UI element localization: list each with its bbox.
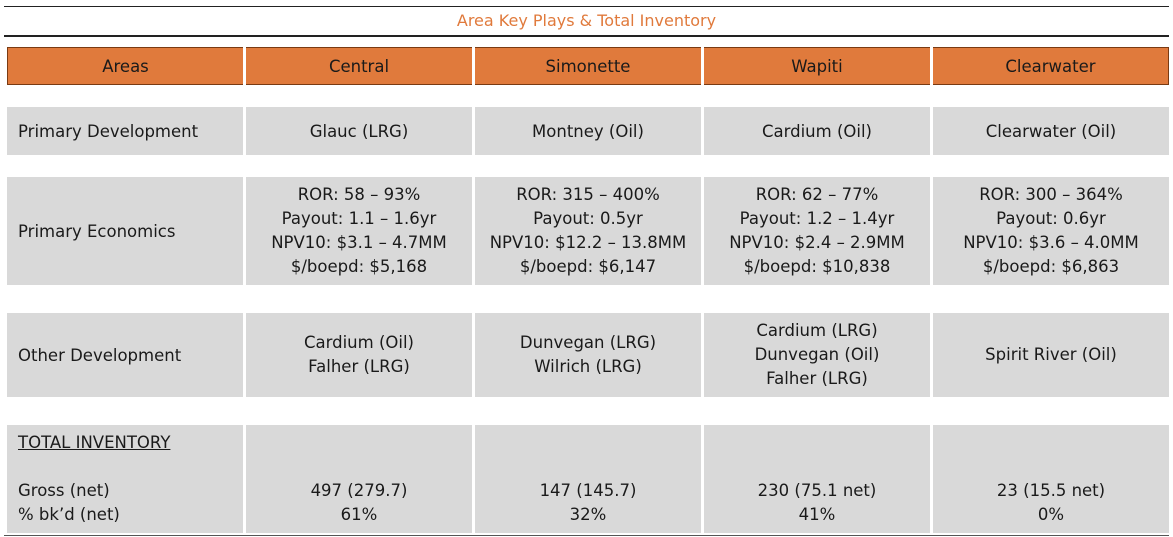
bkd-value: 61% bbox=[340, 505, 378, 524]
play-name: Wilrich (LRG) bbox=[534, 357, 642, 376]
gross-value: 497 (279.7) bbox=[310, 481, 408, 500]
row-label: TOTAL INVENTORY Gross (net) % bk’d (net) bbox=[7, 425, 243, 533]
payout-value: Payout: 0.5yr bbox=[533, 209, 643, 228]
boepd-value: $/boepd: $5,168 bbox=[290, 257, 428, 276]
total-inventory-heading: TOTAL INVENTORY bbox=[18, 433, 171, 452]
header-central: Central bbox=[246, 47, 472, 85]
ror-value: ROR: 300 – 364% bbox=[979, 185, 1123, 204]
boepd-value: $/boepd: $6,863 bbox=[982, 257, 1120, 276]
npv10-value: NPV10: $2.4 – 2.9MM bbox=[729, 233, 905, 252]
table-cell: Cardium (LRG) Dunvegan (Oil) Falher (LRG… bbox=[704, 313, 930, 397]
payout-value: Payout: 0.6yr bbox=[996, 209, 1106, 228]
table-cell: Clearwater (Oil) bbox=[933, 107, 1169, 155]
table-cell: Cardium (Oil) bbox=[704, 107, 930, 155]
table-cell: ROR: 300 – 364% Payout: 0.6yr NPV10: $3.… bbox=[933, 177, 1169, 285]
table-cell: ROR: 58 – 93% Payout: 1.1 – 1.6yr NPV10:… bbox=[246, 177, 472, 285]
gross-label: Gross (net) bbox=[18, 481, 110, 500]
ror-value: ROR: 62 – 77% bbox=[755, 185, 879, 204]
row-label: Other Development bbox=[7, 313, 243, 397]
primary-economics-row: Primary Economics ROR: 58 – 93% Payout: … bbox=[7, 177, 1169, 285]
table-cell: Montney (Oil) bbox=[475, 107, 701, 155]
header-clearwater: Clearwater bbox=[933, 47, 1169, 85]
table-cell: 497 (279.7) 61% bbox=[246, 425, 472, 533]
bottom-rule bbox=[4, 535, 1169, 536]
bkd-value: 41% bbox=[798, 505, 836, 524]
gross-value: 23 (15.5 net) bbox=[996, 481, 1106, 500]
header-simonette: Simonette bbox=[475, 47, 701, 85]
primary-development-row: Primary Development Glauc (LRG) Montney … bbox=[7, 107, 1169, 155]
payout-value: Payout: 1.1 – 1.6yr bbox=[281, 209, 437, 228]
table-cell: ROR: 62 – 77% Payout: 1.2 – 1.4yr NPV10:… bbox=[704, 177, 930, 285]
npv10-value: NPV10: $3.6 – 4.0MM bbox=[963, 233, 1139, 252]
table-cell: 147 (145.7) 32% bbox=[475, 425, 701, 533]
play-name: Dunvegan (LRG) bbox=[519, 333, 657, 352]
table-cell: 230 (75.1 net) 41% bbox=[704, 425, 930, 533]
header-wapiti: Wapiti bbox=[704, 47, 930, 85]
play-name: Falher (LRG) bbox=[308, 357, 410, 376]
total-inventory-row: TOTAL INVENTORY Gross (net) % bk’d (net)… bbox=[7, 425, 1169, 533]
spacer-row bbox=[7, 155, 1169, 177]
gross-value: 147 (145.7) bbox=[539, 481, 637, 500]
play-name: Spirit River (Oil) bbox=[985, 345, 1117, 364]
payout-value: Payout: 1.2 – 1.4yr bbox=[739, 209, 895, 228]
bkd-label: % bk’d (net) bbox=[18, 505, 120, 524]
table-title: Area Key Plays & Total Inventory bbox=[456, 11, 717, 30]
spacer-row bbox=[7, 85, 1169, 107]
header-row: Areas Central Simonette Wapiti Clearwate… bbox=[7, 47, 1169, 85]
table-cell: Spirit River (Oil) bbox=[933, 313, 1169, 397]
play-name: Falher (LRG) bbox=[766, 369, 868, 388]
table-cell: Dunvegan (LRG) Wilrich (LRG) bbox=[475, 313, 701, 397]
boepd-value: $/boepd: $10,838 bbox=[743, 257, 891, 276]
table-title-bar: Area Key Plays & Total Inventory bbox=[4, 6, 1169, 37]
table-cell: Glauc (LRG) bbox=[246, 107, 472, 155]
other-development-row: Other Development Cardium (Oil) Falher (… bbox=[7, 313, 1169, 397]
row-label: Primary Economics bbox=[7, 177, 243, 285]
key-plays-table: Areas Central Simonette Wapiti Clearwate… bbox=[4, 47, 1172, 533]
table-cell: ROR: 315 – 400% Payout: 0.5yr NPV10: $12… bbox=[475, 177, 701, 285]
spacer-row bbox=[7, 285, 1169, 313]
header-areas: Areas bbox=[7, 47, 243, 85]
gross-value: 230 (75.1 net) bbox=[757, 481, 877, 500]
ror-value: ROR: 58 – 93% bbox=[297, 185, 421, 204]
spacer-row bbox=[7, 397, 1169, 425]
bkd-value: 32% bbox=[569, 505, 607, 524]
table-cell: Cardium (Oil) Falher (LRG) bbox=[246, 313, 472, 397]
ror-value: ROR: 315 – 400% bbox=[516, 185, 660, 204]
npv10-value: NPV10: $12.2 – 13.8MM bbox=[489, 233, 687, 252]
bkd-value: 0% bbox=[1037, 505, 1065, 524]
npv10-value: NPV10: $3.1 – 4.7MM bbox=[271, 233, 447, 252]
row-label: Primary Development bbox=[7, 107, 243, 155]
play-name: Dunvegan (Oil) bbox=[754, 345, 880, 364]
play-name: Cardium (Oil) bbox=[304, 333, 414, 352]
play-name: Cardium (LRG) bbox=[756, 321, 878, 340]
table-cell: 23 (15.5 net) 0% bbox=[933, 425, 1169, 533]
boepd-value: $/boepd: $6,147 bbox=[519, 257, 657, 276]
